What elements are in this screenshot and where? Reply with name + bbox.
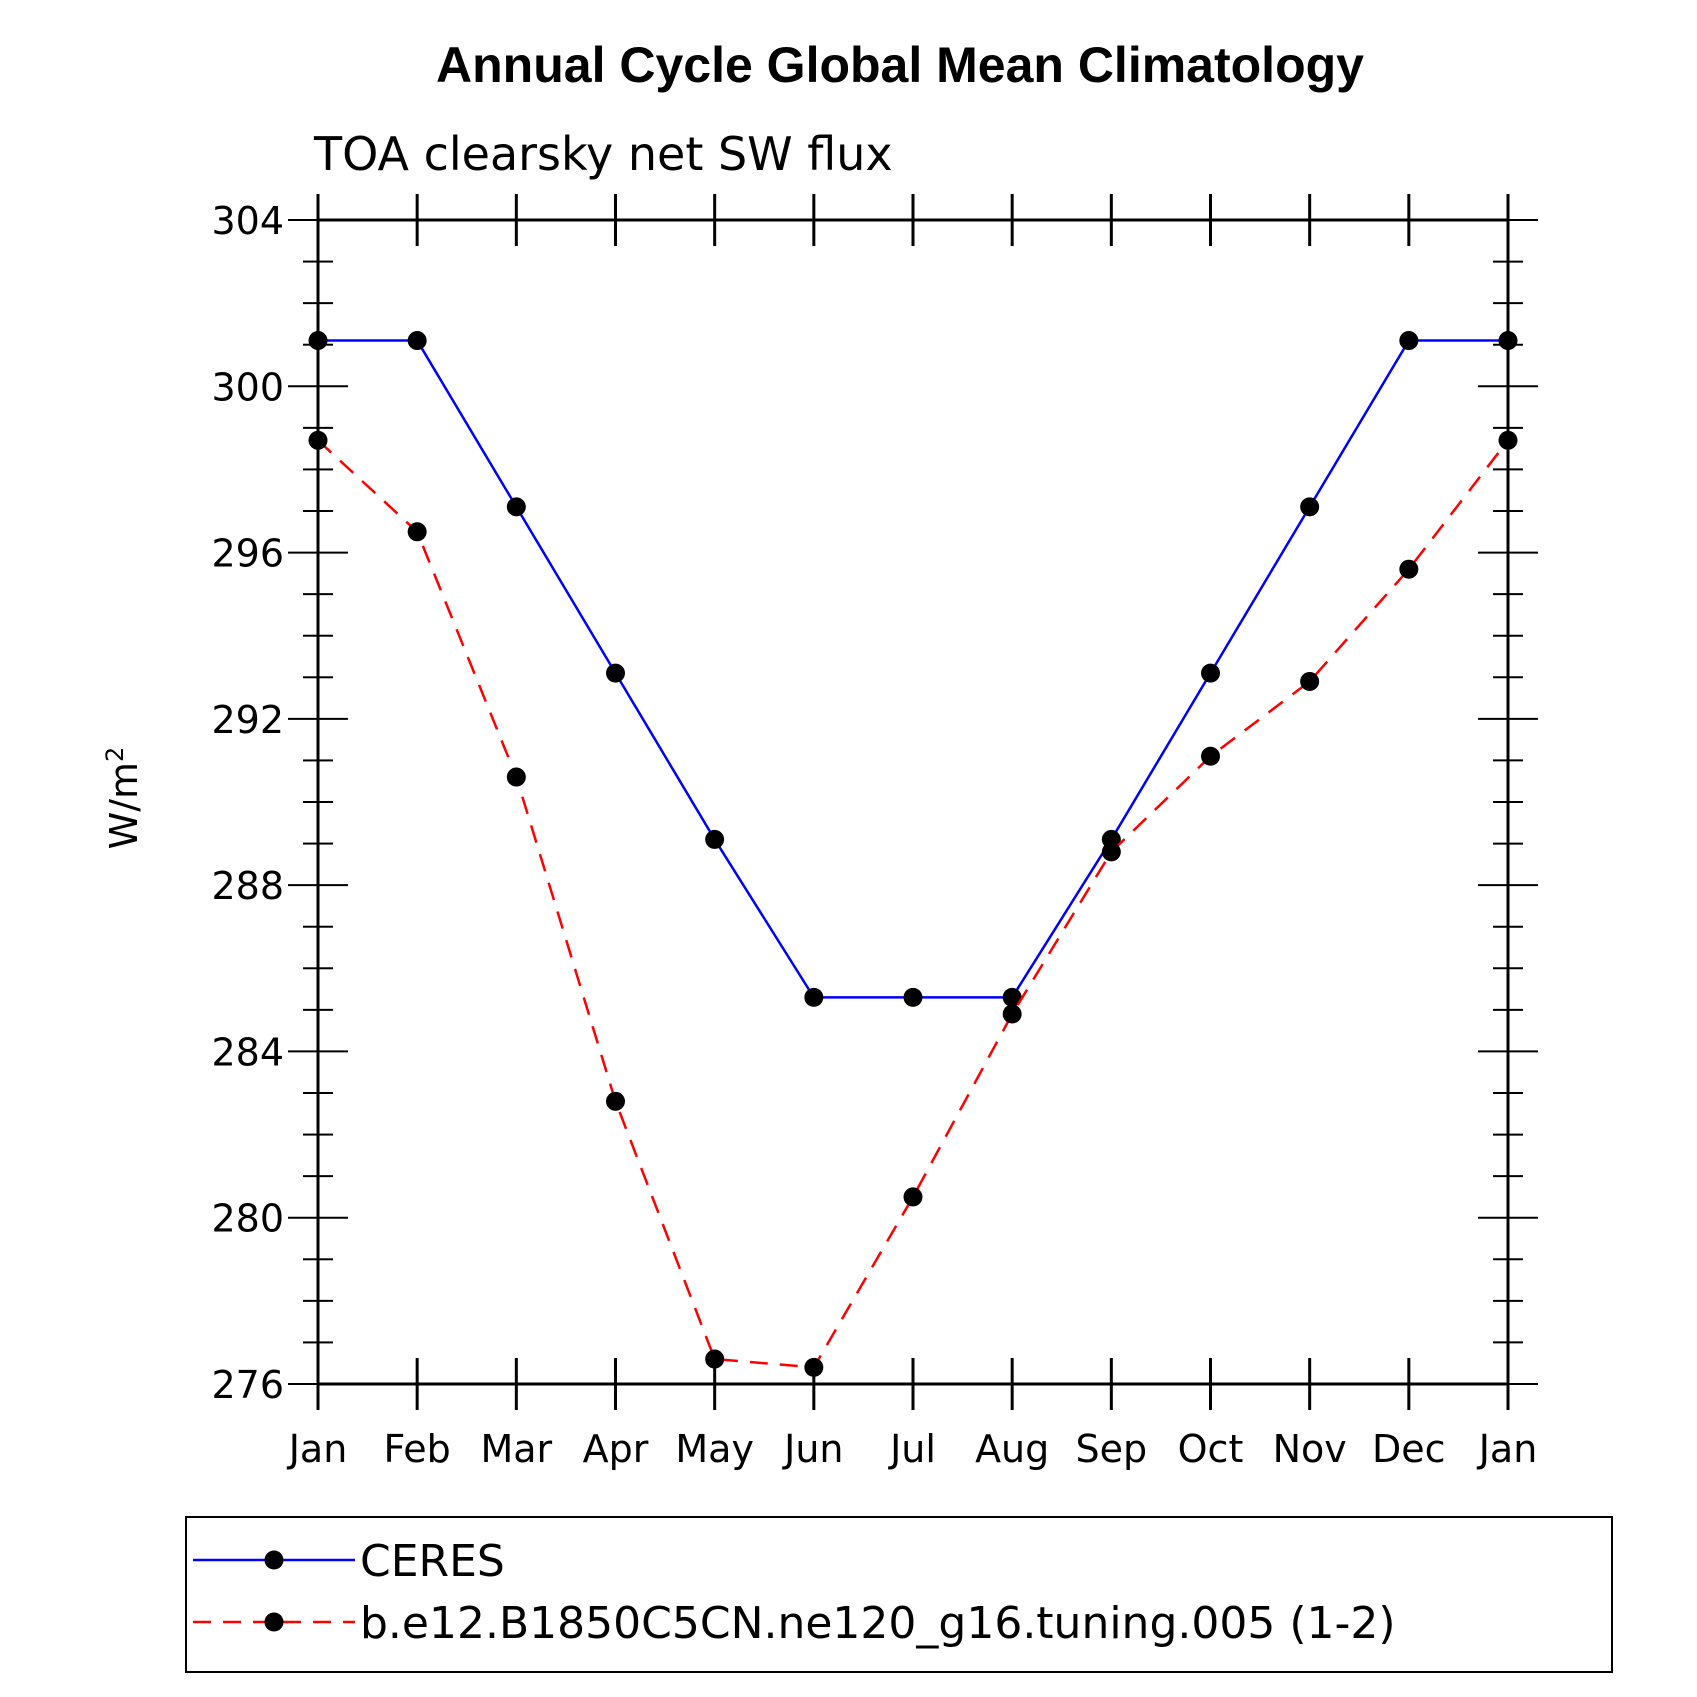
y-axis-label: W/m2	[101, 747, 146, 850]
series-line	[317, 439, 1509, 1369]
y-tick-label: 288	[211, 864, 284, 908]
data-point	[1399, 559, 1419, 579]
data-point	[1002, 1004, 1022, 1024]
y-tick-label: 296	[211, 532, 284, 576]
data-point	[705, 829, 725, 849]
y-tick-label: 300	[211, 365, 284, 409]
legend: CERES b.e12.B1850C5CN.ne120_g16.tuning.00…	[193, 1536, 1396, 1649]
data-point	[606, 663, 625, 683]
x-tick-label: Apr	[583, 1427, 649, 1471]
x-tick-label: Jan	[1477, 1427, 1538, 1471]
y-tick-label: 280	[211, 1197, 284, 1241]
legend-marker	[264, 1550, 284, 1570]
data-point	[903, 987, 923, 1007]
data-point	[1300, 671, 1320, 691]
y-tick-label: 292	[211, 698, 284, 742]
data-point	[506, 767, 526, 787]
data-point	[903, 1187, 923, 1207]
legend-box	[185, 1516, 1613, 1673]
chart-subtitle: TOA clearsky net SW flux	[313, 127, 893, 181]
data-point	[1201, 663, 1220, 683]
data-point	[705, 1349, 725, 1369]
data-point	[804, 1357, 824, 1377]
x-tick-label: Sep	[1076, 1427, 1148, 1471]
x-tick-label: Jun	[782, 1427, 843, 1471]
y-tick-label: 304	[211, 199, 284, 243]
series-group	[308, 331, 1518, 1377]
data-point	[506, 497, 526, 517]
series-line	[318, 339, 1508, 999]
data-point	[1002, 987, 1022, 1007]
data-point	[407, 331, 427, 351]
data-point	[1399, 331, 1419, 351]
x-tick-labels: Jan Feb Mar Apr May Jun Jul Aug Sep Oct Nov Dec Jan	[287, 1427, 1538, 1471]
axis-ticks	[288, 194, 1538, 1410]
x-tick-label: Aug	[975, 1427, 1049, 1471]
data-point	[1300, 497, 1320, 517]
x-tick-label: Mar	[480, 1427, 552, 1471]
y-tick-labels: 276 280 284 288 292 296 300 304	[211, 199, 284, 1407]
data-point	[407, 522, 427, 542]
legend-marker	[264, 1612, 284, 1632]
y-axis-label-superscript: 2	[101, 747, 129, 762]
y-tick-label: 284	[211, 1030, 284, 1074]
chart-title: Annual Cycle Global Mean Climatology	[436, 37, 1364, 93]
x-tick-label: Nov	[1273, 1427, 1347, 1471]
plot-frame	[316, 218, 1510, 1386]
data-point	[1101, 842, 1121, 862]
x-tick-label: Oct	[1178, 1427, 1244, 1471]
legend-label: CERES	[360, 1536, 505, 1587]
y-axis-label-unit: W/m	[102, 762, 146, 849]
legend-label: b.e12.B1850C5CN.ne120_g16.tuning.005 (1-…	[360, 1598, 1396, 1649]
data-point	[804, 987, 824, 1007]
data-point	[606, 1091, 625, 1111]
data-point	[1201, 746, 1220, 766]
x-tick-label: May	[675, 1427, 754, 1471]
x-tick-label: Jul	[888, 1427, 936, 1471]
y-tick-label: 276	[211, 1363, 284, 1407]
x-tick-label: Dec	[1372, 1427, 1446, 1471]
x-tick-label: Feb	[384, 1427, 451, 1471]
x-tick-label: Jan	[287, 1427, 348, 1471]
